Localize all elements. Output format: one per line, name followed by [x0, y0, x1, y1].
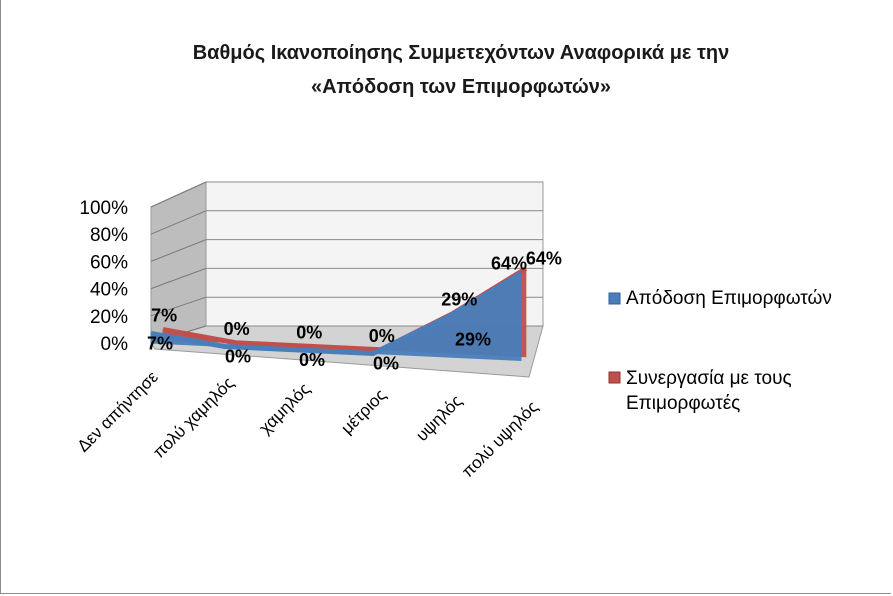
y-tick-label: 80%	[90, 225, 128, 246]
x-tick-label: υψηλός	[412, 391, 466, 445]
legend-label-series-2-line-2: Επιμορφωτές	[626, 393, 740, 414]
y-tick-label: 0%	[101, 334, 129, 355]
gridline-side	[150, 210, 207, 235]
x-tick-label: Δεν απήντησε	[73, 367, 162, 456]
legend: Απόδοση Επιμορφωτών Συνεργασία με τους Επι…	[608, 288, 832, 414]
legend-swatch-series-2	[608, 371, 621, 384]
data-label-series-2: 7%	[151, 306, 177, 326]
data-label-series-1: 7%	[147, 333, 173, 353]
gridline-side	[150, 239, 207, 262]
data-label-series-1: 0%	[299, 350, 325, 370]
x-tick-label: πολύ υψηλός	[458, 397, 542, 481]
series-1-area-edge	[150, 271, 523, 356]
data-label-series-2: 0%	[369, 326, 395, 346]
y-axis-labels: 0% 20% 40% 60% 80% 100%	[79, 198, 128, 355]
y-tick-label: 60%	[90, 252, 128, 273]
legend-label-series-2-line-1: Συνεργασία με τους	[626, 368, 792, 389]
gridline-side	[150, 267, 207, 290]
chart-title-line-1: Βαθμός Ικανοποίησης Συμμετεχόντων Αναφορ…	[192, 42, 730, 64]
data-label-series-2: 29%	[441, 289, 477, 309]
series-front	[150, 271, 523, 362]
data-label-series-1: 0%	[225, 347, 251, 367]
x-tick-label: μέτριος	[337, 385, 389, 437]
data-label-series-1: 0%	[373, 354, 399, 374]
data-labels: 7% 0% 0% 0% 29% 64% 7% 0% 0% 0% 29% 64%	[147, 249, 562, 374]
y-tick-label: 40%	[90, 280, 128, 301]
x-tick-label: χαμηλός	[256, 379, 314, 437]
legend-swatch-series-1	[608, 292, 621, 305]
chart-title: Βαθμός Ικανοποίησης Συμμετεχόντων Αναφορ…	[81, 36, 841, 104]
legend-label-series-1: Απόδοση Επιμορφωτών	[626, 288, 832, 309]
data-label-series-2: 0%	[296, 322, 322, 342]
gridline-side	[150, 296, 207, 317]
data-label-series-1: 64%	[491, 253, 527, 273]
gridline-side	[150, 181, 207, 208]
x-tick-label: πολύ χαμηλός	[149, 373, 238, 462]
y-tick-label: 100%	[79, 198, 128, 219]
data-label-series-1: 29%	[455, 330, 491, 350]
chart-title-line-2: «Απόδοση των Επιμορφωτών»	[310, 76, 612, 98]
data-label-series-2: 64%	[526, 249, 562, 269]
data-label-series-2: 0%	[224, 319, 250, 339]
y-tick-label: 20%	[90, 307, 128, 328]
